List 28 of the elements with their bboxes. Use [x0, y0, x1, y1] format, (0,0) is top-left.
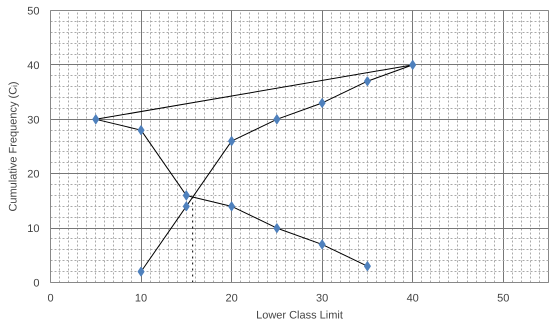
- point: [409, 60, 416, 70]
- point: [228, 136, 236, 146]
- y-axis-title: Cumulative Frequency (Cᵢ): [7, 81, 20, 212]
- point: [182, 201, 190, 212]
- y-tick-label: 30: [27, 114, 40, 126]
- point: [273, 223, 280, 234]
- x-axis-title: Lower Class Limit: [256, 310, 343, 322]
- point: [364, 261, 371, 272]
- x-tick-label: 50: [497, 292, 510, 304]
- point: [318, 239, 326, 250]
- point: [228, 201, 236, 212]
- point: [138, 266, 145, 277]
- y-tick-label: 20: [27, 168, 40, 181]
- x-tick-label: 20: [225, 292, 238, 304]
- x-tick-label: 10: [134, 292, 148, 304]
- x-tick-label: 30: [316, 292, 328, 304]
- point: [273, 114, 280, 124]
- point: [318, 98, 326, 108]
- x-tick-label: 0: [47, 292, 54, 304]
- point: [364, 76, 371, 86]
- point: [138, 125, 145, 136]
- point: [92, 114, 100, 124]
- y-tick-label: 40: [27, 60, 40, 72]
- x-tick-label: 40: [406, 292, 419, 304]
- y-tick-label: 10: [27, 223, 40, 236]
- y-tick-label: 50: [27, 6, 40, 18]
- y-tick-label: 0: [33, 278, 40, 290]
- point: [182, 190, 190, 200]
